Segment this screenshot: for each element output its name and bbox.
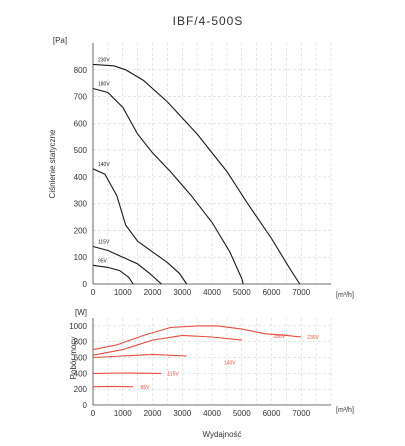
- power-curve-labels: 230V 180V 140V 115V 95V: [141, 334, 320, 391]
- series-line: [92, 63, 301, 285]
- y-tick-label: 500: [74, 146, 88, 155]
- series-line: [92, 334, 242, 356]
- x-tick-label: 0: [91, 409, 96, 418]
- y-tick-label: 800: [74, 66, 88, 75]
- x-tick-label: 4000: [203, 409, 221, 418]
- x-tick-label: 2000: [144, 409, 162, 418]
- y-tick-label: 100: [74, 253, 88, 262]
- bottom-y-unit: [W]: [75, 308, 87, 317]
- x-tick-label: 1000: [114, 409, 132, 418]
- x-tick-label: 5000: [233, 409, 251, 418]
- x-tick-label: 4000: [203, 288, 221, 297]
- y-tick-label: 0: [83, 280, 88, 289]
- top-gridlines: [92, 43, 332, 285]
- series-label: 115V: [167, 372, 179, 378]
- x-tick-label: 5000: [233, 288, 251, 297]
- y-tick-label: 1000: [69, 322, 87, 331]
- y-tick-label: 400: [74, 173, 88, 182]
- y-tick-label: 600: [74, 354, 88, 363]
- series-label: 180V: [274, 334, 286, 340]
- y-tick-label: 700: [74, 93, 88, 102]
- x-tick-label: 7000: [292, 409, 310, 418]
- bottom-tick-labels: 0 1000 2000 3000 4000 5000 6000 7000 0 200 400 600 8…: [69, 322, 310, 418]
- series-label: 95V: [98, 258, 108, 264]
- bottom-gridlines: [92, 318, 332, 406]
- top-y-unit: [Pa]: [53, 36, 67, 45]
- series-line: [92, 245, 162, 285]
- top-x-unit: [m³/h]: [336, 292, 354, 299]
- series-label: 115V: [98, 240, 110, 246]
- series-line: [92, 168, 188, 285]
- series-label: 95V: [141, 385, 151, 391]
- bottom-y-axis-label: Pobór mocy: [69, 337, 78, 380]
- pressure-curves: [92, 63, 301, 285]
- series-line: [92, 353, 187, 359]
- top-y-axis-label: Ciśnienie statyczne: [48, 129, 57, 198]
- y-tick-label: 300: [74, 200, 88, 209]
- y-tick-label: 800: [74, 338, 88, 347]
- series-label: 140V: [224, 361, 236, 367]
- series-line: [92, 87, 244, 285]
- bottom-x-axis-label: Wydajność: [202, 430, 241, 439]
- y-tick-label: 200: [74, 226, 88, 235]
- x-tick-label: 7000: [292, 288, 310, 297]
- top-tick-labels: 0 1000 2000 3000 4000 5000 6000 7000 0 100 200 300 4…: [74, 66, 311, 297]
- x-tick-label: 3000: [173, 409, 191, 418]
- power-curves: [92, 325, 302, 388]
- x-tick-label: 3000: [173, 288, 191, 297]
- series-line: [92, 325, 302, 351]
- x-tick-label: 1000: [114, 288, 132, 297]
- x-tick-label: 2000: [144, 288, 162, 297]
- pressure-curve-labels: 230V 180V 140V 115V 95V: [98, 57, 110, 264]
- x-tick-label: 6000: [263, 409, 281, 418]
- y-tick-label: 600: [74, 119, 88, 128]
- x-tick-label: 0: [91, 288, 96, 297]
- x-tick-label: 6000: [263, 288, 281, 297]
- series-label: 230V: [98, 57, 110, 63]
- series-line: [92, 264, 134, 285]
- y-tick-label: 400: [74, 369, 88, 378]
- series-label: 180V: [98, 82, 110, 88]
- series-label: 140V: [98, 162, 110, 168]
- series-label: 230V: [307, 335, 319, 341]
- y-tick-label: 200: [74, 385, 88, 394]
- chart-title: IBF/4-500S: [173, 14, 244, 28]
- bottom-x-unit: [m³/h]: [336, 407, 354, 414]
- y-tick-label: 0: [83, 401, 88, 410]
